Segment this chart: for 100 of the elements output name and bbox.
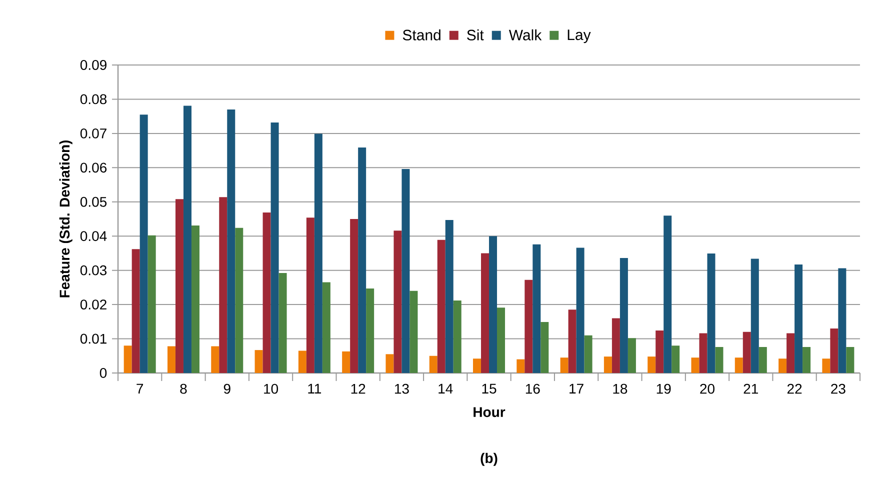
bar (437, 240, 446, 373)
x-tick-label: 21 (744, 384, 758, 394)
x-tick-label: 12 (351, 384, 366, 394)
bar (342, 351, 350, 373)
bar (235, 228, 244, 373)
bar (612, 318, 620, 373)
bar (124, 346, 132, 373)
bar (742, 332, 751, 373)
bar (270, 122, 279, 373)
bar (672, 346, 680, 373)
x-tick-label: 19 (656, 384, 671, 394)
bar (132, 249, 140, 373)
bar (750, 258, 759, 373)
bar (473, 358, 482, 373)
y-tick-label: 0.05 (80, 196, 107, 207)
bar (786, 333, 795, 373)
bar (322, 282, 330, 373)
bar (148, 235, 156, 373)
bar (656, 330, 664, 373)
legend-label: Lay (568, 30, 591, 44)
bar (540, 322, 549, 373)
bar (802, 346, 811, 373)
bar (707, 254, 716, 373)
bar (262, 212, 271, 373)
x-axis-title: Hour (474, 407, 506, 418)
bar (620, 258, 628, 373)
bar (497, 308, 506, 373)
bar (560, 358, 568, 373)
bar (140, 114, 148, 373)
bar (758, 346, 767, 373)
bar (838, 268, 846, 373)
y-tick-label: 0 (100, 368, 107, 378)
bar (453, 300, 462, 373)
x-tick-label: 7 (136, 384, 144, 394)
bar (628, 338, 636, 373)
x-tick-label: 20 (700, 384, 714, 394)
x-tick-label: 14 (438, 384, 453, 394)
legend-label: Walk (508, 29, 542, 40)
text: (b) (480, 452, 498, 466)
x-tick-label: 9 (224, 384, 230, 394)
bar (211, 346, 220, 373)
y-tick-label: 0.09 (80, 60, 106, 70)
bar (568, 310, 576, 373)
bar (358, 147, 366, 373)
bar (191, 225, 200, 373)
bar (532, 244, 541, 373)
x-tick-label: 8 (180, 384, 187, 394)
y-axis-title: Feature (Std. Deviation) (59, 140, 72, 298)
bar (350, 218, 358, 373)
bar (445, 220, 454, 373)
x-tick-label: 11 (308, 384, 322, 394)
bar (254, 350, 263, 373)
x-tick-label: 23 (831, 384, 846, 394)
legend-label: Sit (467, 29, 484, 40)
bar (794, 264, 803, 373)
x-tick-label: 10 (264, 384, 278, 394)
bar (691, 358, 700, 373)
bar (366, 288, 374, 373)
x-tick-label: 15 (482, 384, 496, 394)
bar (699, 333, 708, 373)
bar (584, 335, 592, 373)
bar (664, 216, 672, 373)
bar (830, 328, 838, 373)
x-tick-label: 13 (394, 384, 409, 394)
y-tick-label: 0.08 (80, 94, 107, 104)
bar (278, 273, 287, 373)
bar (227, 109, 236, 373)
bar (394, 230, 402, 373)
y-tick-label: 0.04 (80, 231, 107, 242)
bar (648, 356, 656, 373)
x-tick-label: 22 (787, 384, 802, 394)
bar (402, 169, 410, 373)
y-tick-label: 0.06 (80, 162, 107, 173)
bar (516, 359, 525, 373)
y-tick-label: 0.03 (80, 265, 107, 276)
y-tick-label: 0.01 (80, 334, 106, 344)
bar (429, 356, 438, 373)
bar (386, 354, 394, 373)
bar (576, 248, 584, 373)
bar (298, 350, 306, 373)
bar (822, 358, 830, 373)
bar (524, 280, 533, 373)
bar (219, 197, 228, 373)
bar (167, 346, 176, 373)
x-tick-label: 18 (613, 384, 628, 394)
bar (306, 218, 314, 373)
bar (481, 253, 490, 373)
bar (846, 346, 854, 373)
bar (604, 356, 612, 373)
legend-label: Stand (402, 29, 440, 40)
bar (715, 346, 724, 373)
bar (778, 358, 787, 373)
bar (314, 134, 322, 373)
bar (734, 358, 743, 373)
bar (489, 236, 498, 373)
bar (183, 106, 192, 373)
x-tick-label: 16 (526, 384, 540, 394)
y-tick-label: 0.02 (80, 300, 106, 310)
x-tick-label: 17 (570, 384, 584, 394)
bar (175, 199, 184, 373)
